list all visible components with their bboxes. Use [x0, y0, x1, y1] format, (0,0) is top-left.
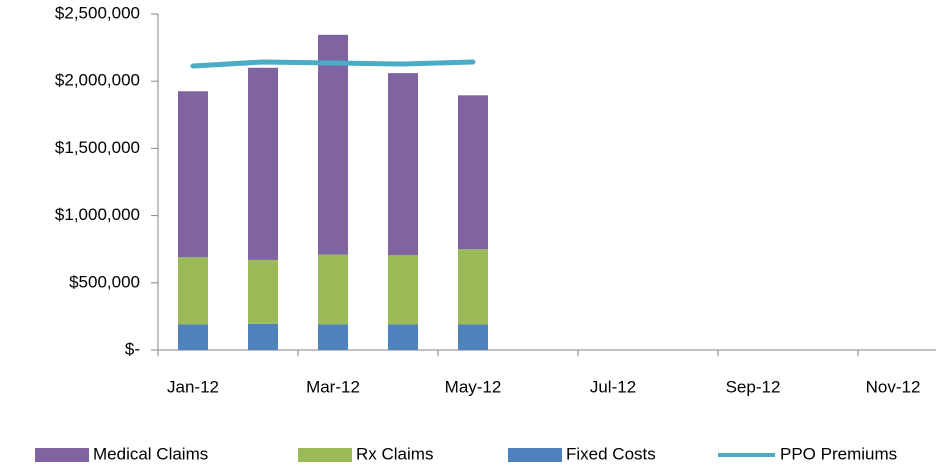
bar — [388, 324, 418, 350]
bar — [388, 73, 418, 256]
legend-label: PPO Premiums — [780, 444, 897, 463]
y-tick-label: $- — [125, 339, 140, 358]
bar — [458, 249, 488, 325]
x-tick-label: Jan-12 — [167, 377, 219, 396]
y-tick-label: $2,000,000 — [55, 71, 140, 90]
bar — [318, 254, 348, 325]
bar — [388, 255, 418, 325]
y-tick-label: $1,500,000 — [55, 138, 140, 157]
bar — [458, 95, 488, 250]
x-tick-label: Sep-12 — [726, 377, 781, 396]
y-tick-label: $2,500,000 — [55, 3, 140, 22]
bar — [248, 67, 278, 260]
bar — [178, 257, 208, 325]
bar — [248, 259, 278, 324]
bar — [318, 324, 348, 350]
x-tick-label: Nov-12 — [866, 377, 921, 396]
legend-swatch — [298, 448, 352, 462]
bar — [248, 323, 278, 350]
x-tick-label: Mar-12 — [306, 377, 360, 396]
line — [190, 59, 476, 69]
bar — [178, 324, 208, 350]
x-tick-label: May-12 — [445, 377, 502, 396]
y-tick-label: $500,000 — [69, 272, 140, 291]
y-tick-label: $1,000,000 — [55, 205, 140, 224]
legend-label: Medical Claims — [93, 444, 208, 463]
bar — [458, 324, 488, 350]
legend-swatch — [35, 448, 89, 462]
bar — [178, 91, 208, 258]
bar — [318, 34, 348, 255]
legend-label: Fixed Costs — [566, 444, 656, 463]
x-tick-label: Jul-12 — [590, 377, 636, 396]
legend-swatch — [508, 448, 562, 462]
legend-label: Rx Claims — [356, 444, 433, 463]
